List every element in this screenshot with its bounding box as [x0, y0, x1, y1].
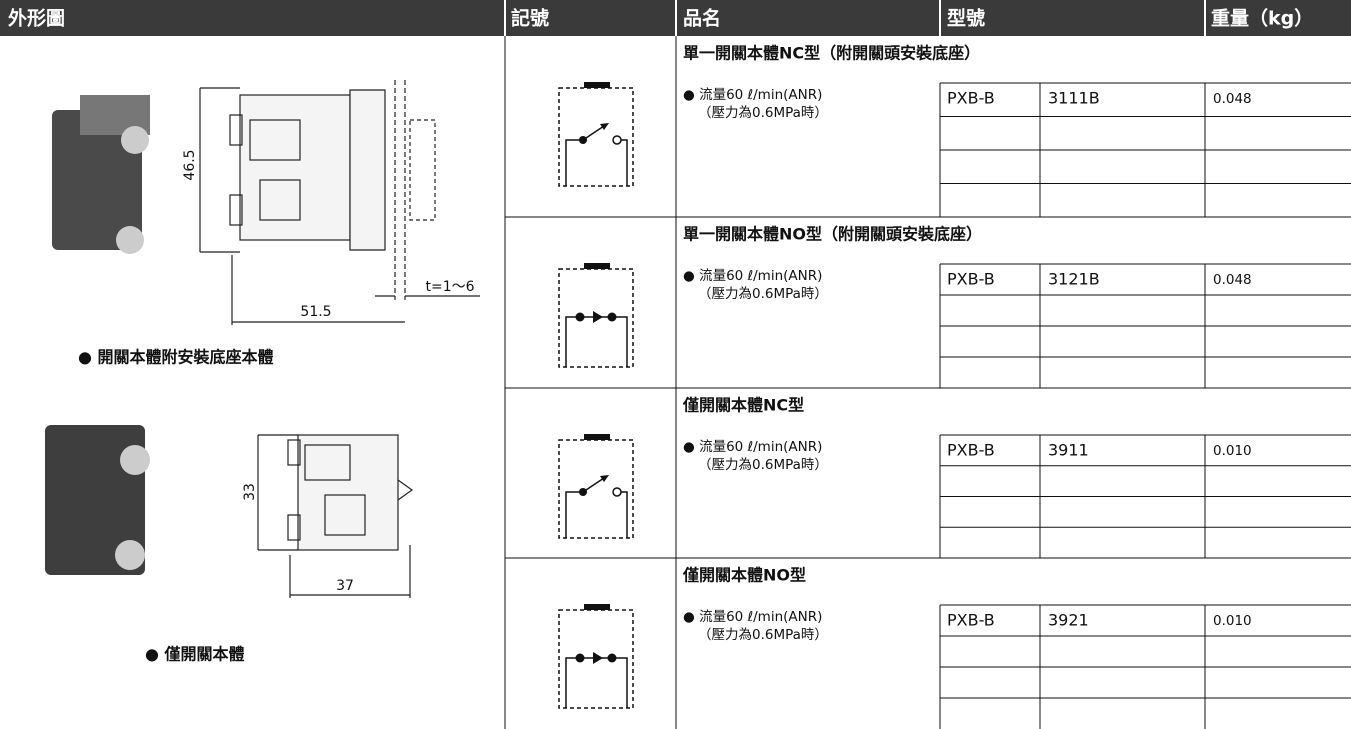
outline-drawing — [199, 80, 480, 325]
spec: ● 流量60 ℓ/min(ANR) — [683, 609, 822, 625]
product-photo — [45, 425, 150, 575]
symbol-line — [621, 139, 628, 186]
symbol-arrow — [600, 475, 609, 482]
product-title: 單一開關本體NC型（附開關頭安裝底座） — [683, 44, 980, 63]
symbol-arrow — [593, 311, 603, 323]
symbol-frame — [558, 439, 634, 539]
dimension: 51.5 — [300, 304, 331, 320]
product-photo — [52, 95, 150, 254]
symbol-node — [607, 312, 617, 322]
spec: （壓力為0.6MPa時） — [698, 457, 828, 473]
symbol-button — [584, 263, 610, 269]
dimension: 46.5 — [182, 149, 198, 180]
symbol-arrow — [593, 652, 603, 664]
dimension: t=1～6 — [425, 279, 474, 295]
symbol-line — [565, 139, 582, 186]
symbol-line — [565, 491, 582, 538]
spec: （壓力為0.6MPa時） — [698, 286, 828, 302]
series: PXB-B — [947, 441, 995, 460]
symbol-node — [612, 135, 622, 145]
symbol-arrow — [600, 123, 609, 130]
spec: （壓力為0.6MPa時） — [698, 105, 828, 121]
header-cell: 外形圖 — [8, 7, 65, 30]
model: 3911 — [1048, 441, 1089, 460]
model: 3111B — [1048, 89, 1100, 108]
header-cell: 重量（kg） — [1211, 7, 1313, 30]
caption: ● 僅開關本體 — [145, 645, 245, 664]
header-cell: 型號 — [947, 7, 985, 30]
series: PXB-B — [947, 89, 995, 108]
weight: 0.010 — [1213, 443, 1252, 459]
symbol-button — [584, 82, 610, 88]
spec: ● 流量60 ℓ/min(ANR) — [683, 87, 822, 103]
product-title: 單一開關本體NO型（附開關頭安裝底座） — [683, 225, 982, 244]
dimension: 37 — [336, 578, 354, 594]
symbol-node — [575, 653, 585, 663]
header-cell: 品名 — [683, 7, 721, 30]
spec: （壓力為0.6MPa時） — [698, 627, 828, 643]
series: PXB-B — [947, 611, 995, 630]
weight: 0.048 — [1213, 91, 1252, 107]
product-title: 僅開關本體NO型 — [682, 566, 806, 585]
weight: 0.048 — [1213, 272, 1252, 288]
series: PXB-B — [947, 270, 995, 289]
spec: ● 流量60 ℓ/min(ANR) — [683, 439, 822, 455]
symbol-button — [584, 604, 610, 610]
symbol-button — [584, 434, 610, 440]
weight: 0.010 — [1213, 613, 1252, 629]
symbol-line — [621, 491, 628, 538]
model: 3921 — [1048, 611, 1089, 630]
symbol-line — [565, 657, 628, 708]
symbol-frame — [558, 87, 634, 187]
outline-drawing — [257, 434, 414, 598]
header-cell: 記號 — [511, 7, 549, 30]
symbol-node — [575, 312, 585, 322]
symbol-node — [607, 653, 617, 663]
product-title: 僅開關本體NC型 — [682, 396, 804, 415]
spec: ● 流量60 ℓ/min(ANR) — [683, 268, 822, 284]
model: 3121B — [1048, 270, 1100, 289]
symbol-line — [565, 316, 628, 367]
caption: ● 開關本體附安裝底座本體 — [78, 348, 274, 367]
symbol-node — [612, 487, 622, 497]
dimension: 33 — [242, 483, 258, 501]
